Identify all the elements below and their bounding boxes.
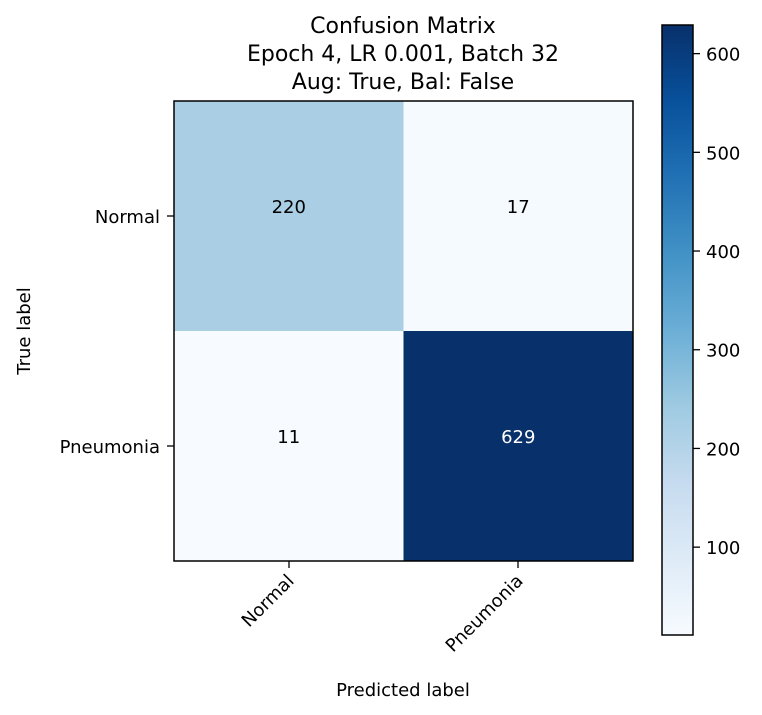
matrix-cell-normal-normal: [174, 101, 404, 332]
colorbar-tick-label-100: 100: [706, 538, 740, 559]
colorbar-tick-label-600: 600: [706, 45, 740, 66]
x-axis-label: Predicted label: [336, 680, 470, 701]
colorbar-frame: [661, 24, 694, 636]
colorbar: 100 200 300 400 500 600: [661, 24, 740, 636]
colorbar-tick-label-500: 500: [706, 143, 740, 164]
colorbar-gradient: [662, 25, 693, 635]
y-axis: Normal Pneumonia: [60, 207, 174, 458]
x-tick-label-pneumonia: Pneumonia: [442, 571, 528, 657]
colorbar-tick-label-400: 400: [706, 242, 740, 263]
matrix-cell-pneumonia-normal: [174, 331, 404, 562]
title-line-1: Confusion Matrix: [310, 14, 496, 39]
matrix-cell-normal-pneumonia: [403, 101, 634, 332]
plot-frame: [173, 100, 634, 562]
title-line-2: Epoch 4, LR 0.001, Batch 32: [247, 42, 559, 67]
y-tick-label-pneumonia: Pneumonia: [60, 437, 160, 458]
y-axis-label: True label: [14, 287, 35, 376]
matrix-cell-pneumonia-pneumonia: [403, 331, 634, 562]
cell-value-normal-normal: 220: [272, 197, 306, 218]
chart-title: Confusion Matrix Epoch 4, LR 0.001, Batc…: [247, 14, 559, 95]
colorbar-tick-label-200: 200: [706, 439, 740, 460]
cell-value-pneumonia-normal: 11: [277, 427, 300, 448]
cell-value-normal-pneumonia: 17: [507, 197, 530, 218]
title-line-3: Aug: True, Bal: False: [292, 70, 514, 95]
y-tick-label-normal: Normal: [95, 207, 160, 228]
cell-value-pneumonia-pneumonia: 629: [501, 427, 535, 448]
colorbar-ticks: 100 200 300 400 500 600: [693, 45, 740, 559]
x-tick-label-normal: Normal: [238, 571, 299, 632]
colorbar-tick-label-300: 300: [706, 341, 740, 362]
x-axis: Normal Pneumonia: [238, 561, 528, 657]
matrix-cells: 220 17 11 629: [174, 101, 634, 562]
